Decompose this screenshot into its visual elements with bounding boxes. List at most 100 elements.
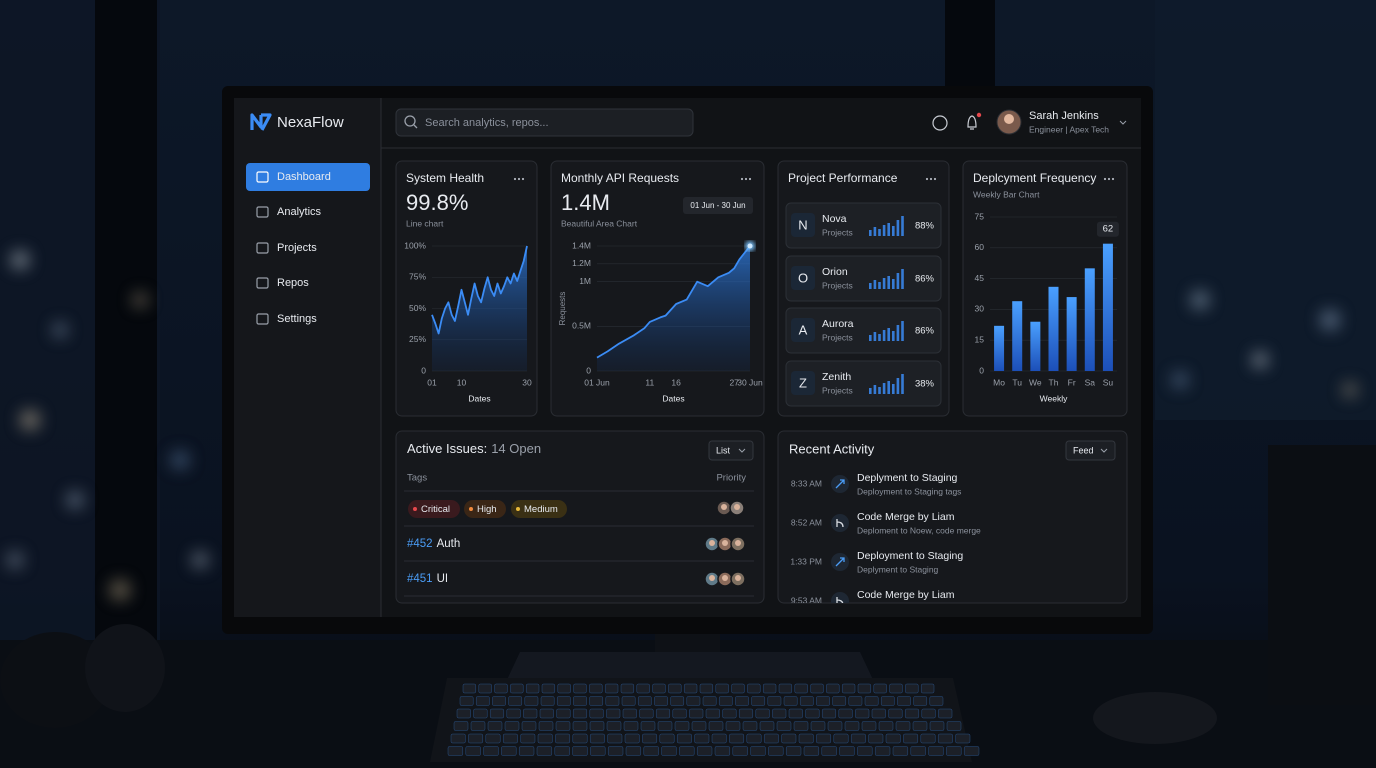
notifications-button[interactable] bbox=[967, 115, 977, 130]
nav-item[interactable]: Dashboard bbox=[277, 171, 331, 183]
more-button[interactable] bbox=[1111, 177, 1115, 181]
more-button[interactable] bbox=[521, 177, 525, 181]
issue-row[interactable]: #452 Auth bbox=[407, 538, 460, 550]
view-dropdown[interactable] bbox=[708, 440, 754, 461]
key bbox=[742, 721, 758, 731]
more-button[interactable] bbox=[748, 177, 752, 181]
more-button[interactable] bbox=[1107, 177, 1111, 181]
activity-title[interactable]: Code Merge by Liam bbox=[857, 511, 955, 523]
more-button[interactable] bbox=[925, 177, 929, 181]
key bbox=[573, 708, 588, 719]
more-button[interactable] bbox=[513, 177, 517, 181]
chevron bbox=[1100, 448, 1108, 453]
date-range-badge[interactable] bbox=[683, 197, 753, 214]
project-row[interactable] bbox=[785, 360, 942, 407]
search-box[interactable] bbox=[395, 108, 694, 137]
key bbox=[520, 733, 536, 744]
key bbox=[788, 708, 803, 719]
tag-chip[interactable] bbox=[511, 500, 567, 518]
key bbox=[857, 746, 873, 756]
nav-icon bbox=[256, 242, 269, 254]
activity-title[interactable]: Deplyment to Staging bbox=[857, 472, 958, 484]
key bbox=[731, 683, 745, 694]
nav-item[interactable]: Analytics bbox=[277, 206, 322, 218]
avatar-face bbox=[722, 540, 728, 546]
key bbox=[607, 733, 623, 744]
tag-chip[interactable] bbox=[464, 500, 506, 518]
bokeh-light bbox=[1252, 352, 1268, 368]
view-dropdown[interactable] bbox=[1065, 440, 1116, 461]
project-row[interactable] bbox=[785, 255, 942, 302]
key bbox=[783, 696, 798, 706]
activity-title[interactable]: Code Merge by Liam bbox=[857, 589, 955, 601]
activity-time: 9:53 AM bbox=[791, 595, 822, 605]
help-button[interactable] bbox=[932, 115, 948, 131]
x-axis-label: Dates bbox=[662, 393, 684, 403]
mini-bar bbox=[878, 229, 881, 236]
key bbox=[456, 708, 471, 719]
key bbox=[833, 733, 849, 744]
more-button[interactable] bbox=[1103, 177, 1107, 181]
key bbox=[538, 721, 554, 731]
more-button[interactable] bbox=[933, 177, 937, 181]
key bbox=[677, 733, 692, 744]
key bbox=[523, 708, 538, 719]
project-icon bbox=[791, 318, 815, 342]
key bbox=[621, 696, 636, 706]
nav-item[interactable]: Settings bbox=[277, 313, 317, 325]
key bbox=[800, 696, 814, 706]
key bbox=[468, 733, 483, 744]
nav-icon bbox=[256, 313, 269, 325]
key bbox=[557, 696, 571, 706]
project-subtitle: Projects bbox=[822, 385, 853, 395]
key bbox=[537, 733, 553, 744]
y-tick-label: 0 bbox=[979, 365, 984, 375]
more-button[interactable] bbox=[744, 177, 748, 181]
key bbox=[521, 721, 537, 731]
nav-item[interactable]: Projects bbox=[277, 242, 317, 254]
issue-row[interactable]: #451 UI bbox=[407, 573, 448, 585]
activity-subtitle: Deployment to Staging tags bbox=[857, 486, 961, 496]
x-tick-label: Fr bbox=[1068, 377, 1076, 387]
mini-bar bbox=[869, 335, 872, 341]
key bbox=[793, 721, 809, 731]
key bbox=[459, 696, 474, 706]
tag-chip[interactable] bbox=[408, 500, 460, 518]
project-row[interactable] bbox=[785, 202, 942, 249]
key bbox=[871, 708, 886, 719]
key bbox=[861, 721, 877, 731]
mini-bar bbox=[882, 225, 886, 236]
bar bbox=[994, 325, 1005, 371]
key bbox=[875, 746, 891, 756]
more-button[interactable] bbox=[929, 177, 933, 181]
key bbox=[729, 733, 745, 744]
key bbox=[714, 746, 731, 756]
key bbox=[684, 683, 698, 694]
key bbox=[878, 721, 894, 731]
key bbox=[735, 696, 749, 706]
nav-item[interactable]: Repos bbox=[277, 277, 309, 289]
key bbox=[781, 733, 797, 744]
chart-subtitle: Beautiful Area Chart bbox=[561, 218, 638, 228]
key bbox=[640, 721, 656, 731]
user-menu-chevron[interactable] bbox=[1119, 120, 1127, 125]
key bbox=[654, 696, 668, 706]
activity-title[interactable]: Deployment to Staging bbox=[857, 550, 963, 562]
key bbox=[638, 696, 652, 706]
activity-time: 1:33 PM bbox=[790, 556, 822, 566]
avatar-face bbox=[1004, 114, 1014, 124]
activity-glyph bbox=[836, 597, 844, 603]
key bbox=[483, 746, 499, 756]
more-button[interactable] bbox=[517, 177, 521, 181]
mini-bar bbox=[873, 280, 877, 289]
project-row[interactable] bbox=[785, 307, 942, 354]
more-button[interactable] bbox=[740, 177, 744, 181]
bar bbox=[1030, 321, 1041, 371]
line bbox=[596, 245, 751, 359]
x-tick-label: Mo bbox=[993, 377, 1005, 387]
key bbox=[686, 696, 701, 706]
key bbox=[557, 683, 571, 694]
key bbox=[590, 746, 606, 756]
card bbox=[395, 430, 765, 604]
